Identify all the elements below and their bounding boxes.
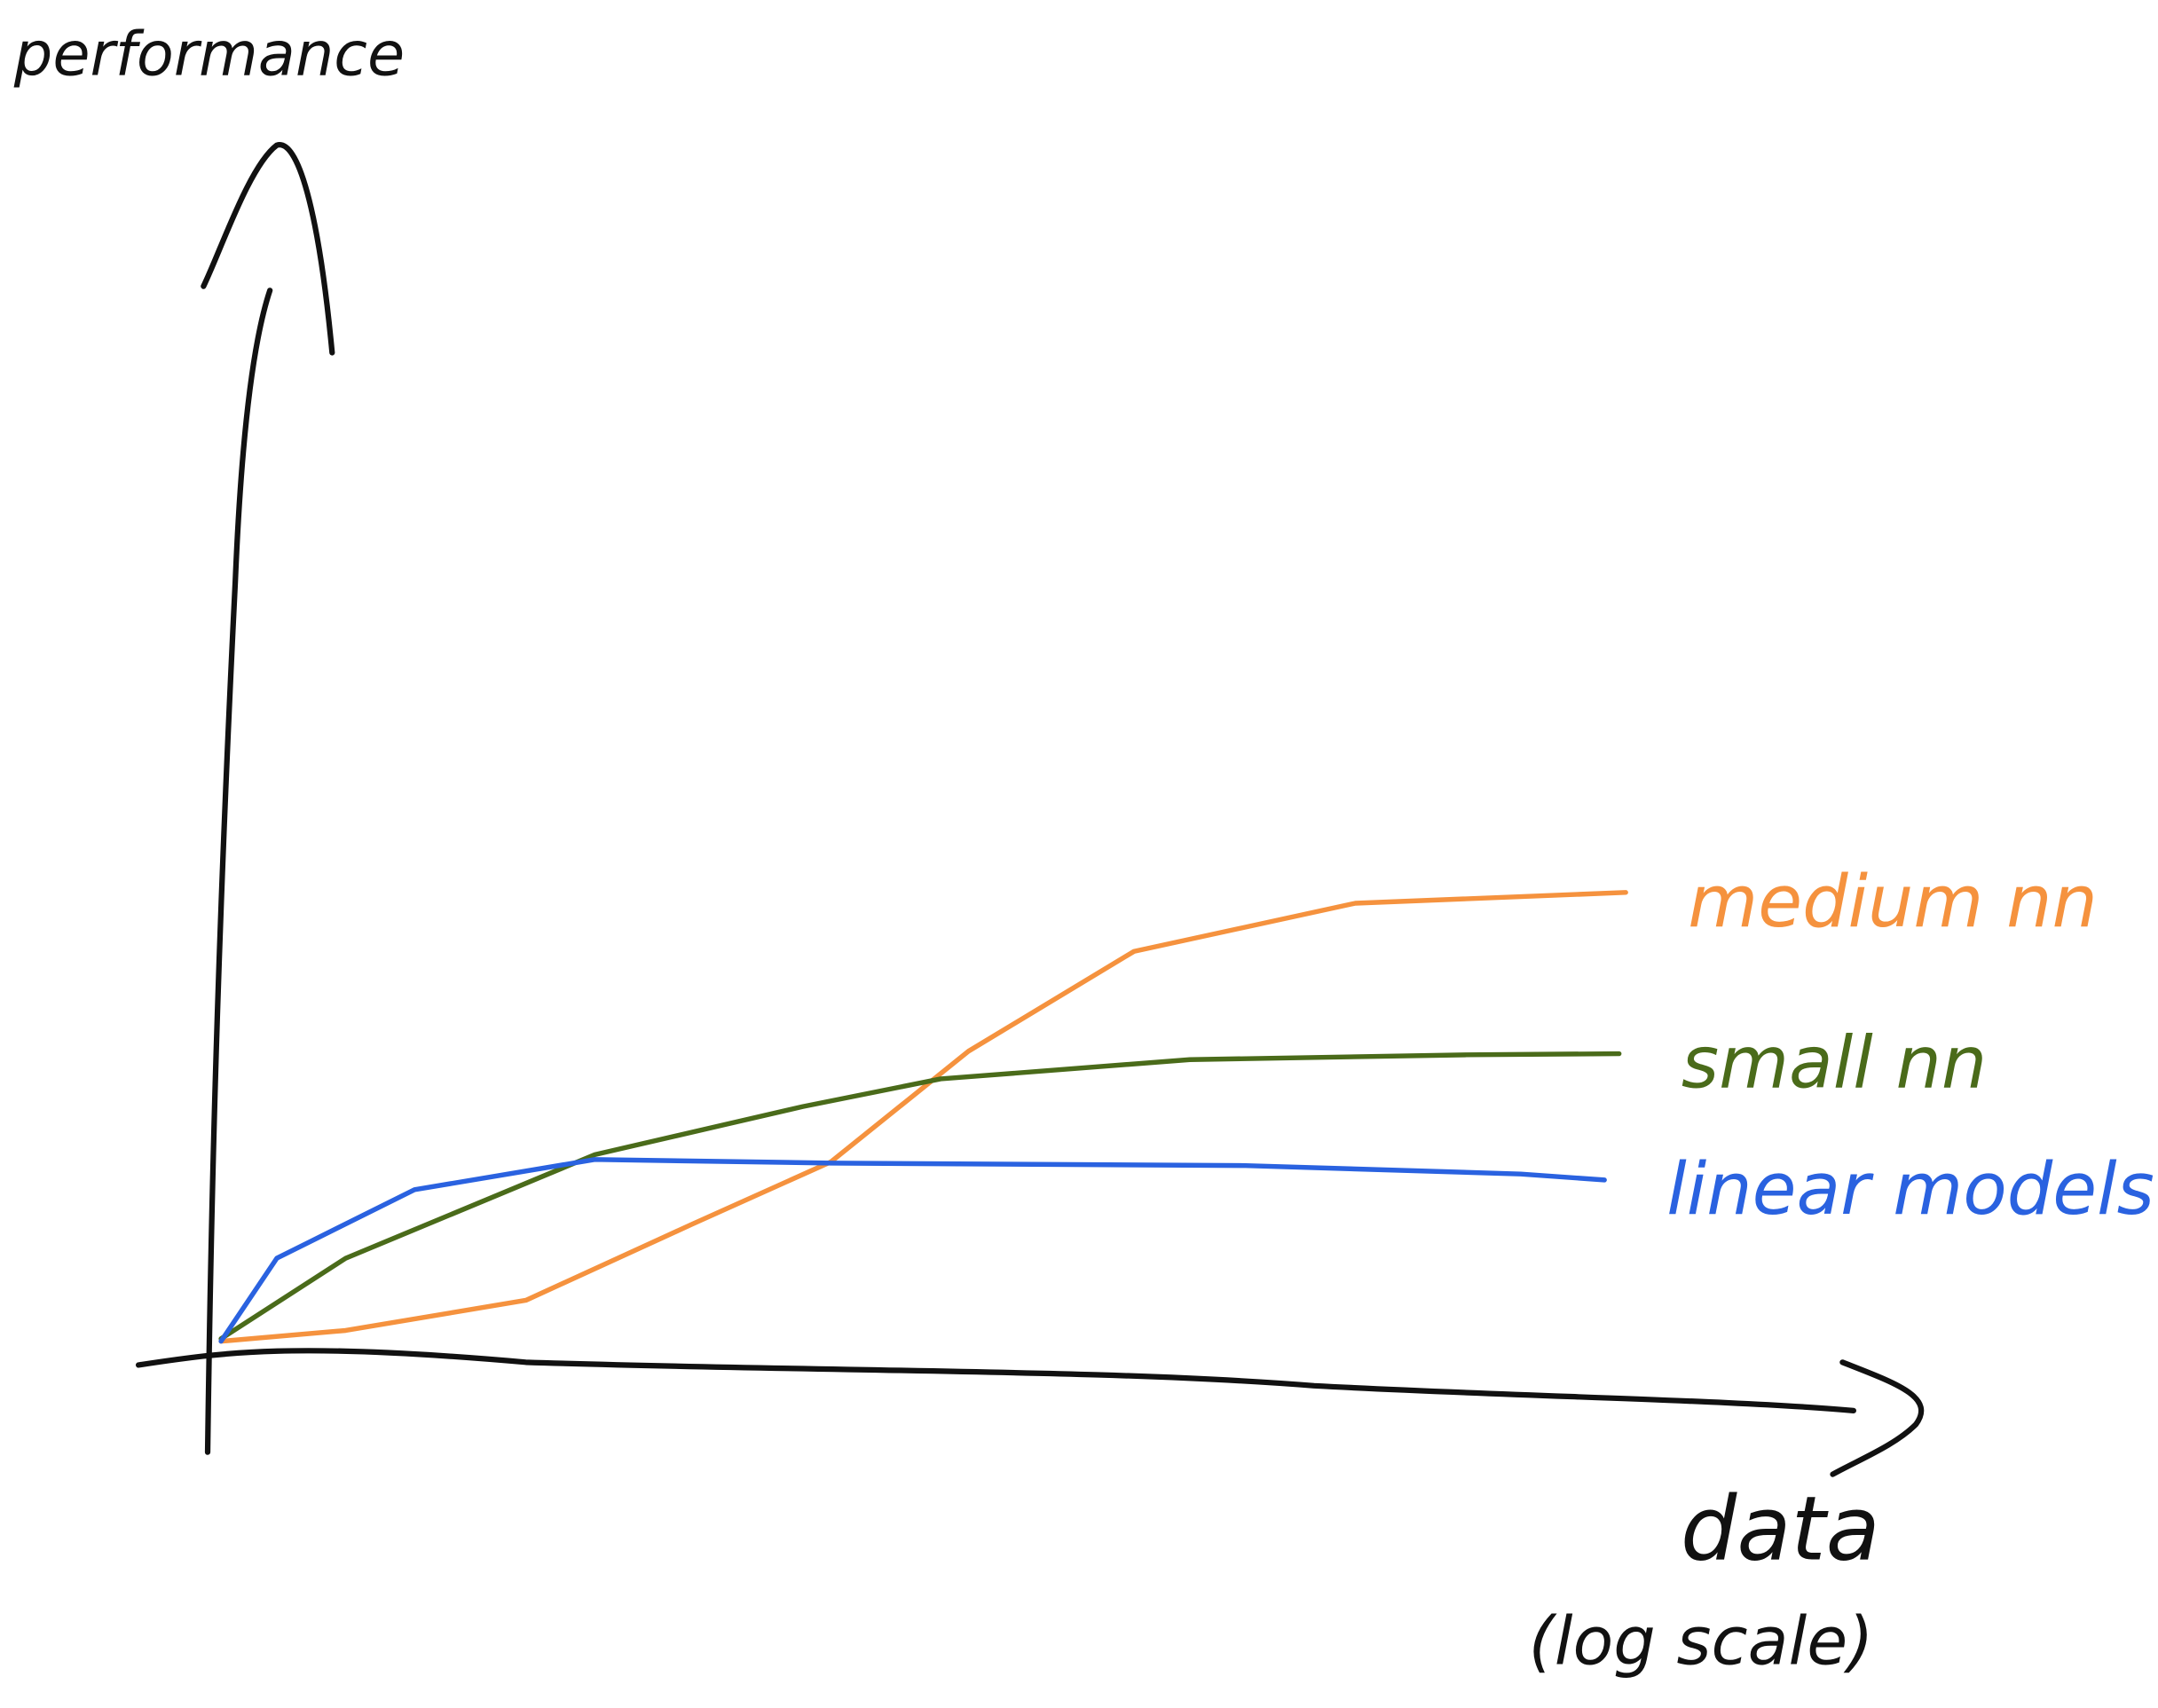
series-line — [218, 1051, 1622, 1342]
y-axis — [204, 287, 273, 1455]
series-label: small nn — [1682, 1022, 1987, 1106]
x-axis — [135, 1348, 1856, 1413]
x-axis-note: (log scale) — [1529, 1602, 1874, 1680]
x-axis-label: data — [1681, 1477, 1880, 1581]
series-line — [218, 890, 1628, 1344]
series-label: linear models — [1666, 1148, 2154, 1232]
series-label: medium nn — [1688, 861, 2098, 944]
y-axis-arrow — [201, 142, 335, 356]
y-axis-label: performance — [13, 19, 405, 90]
series-line — [218, 1157, 1607, 1344]
x-axis-arrow — [1830, 1359, 1925, 1477]
